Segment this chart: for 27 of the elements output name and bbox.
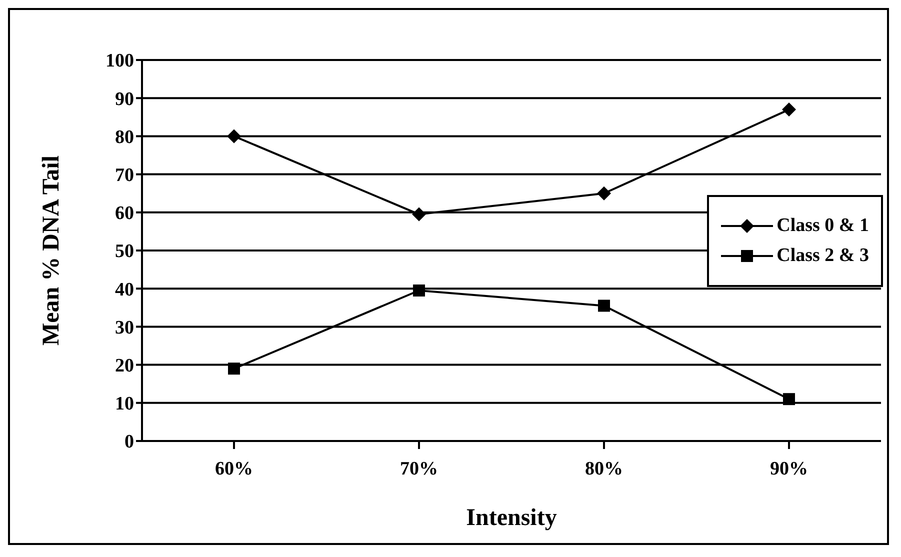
y-tick-label: 50	[115, 241, 134, 262]
point	[783, 393, 795, 406]
legend-label: Class 0 & 1	[776, 215, 869, 237]
y-tick-label: 30	[115, 317, 134, 338]
x-tick-label: 90%	[770, 458, 808, 480]
point	[598, 300, 610, 312]
legend-label: Class 2 & 3	[776, 245, 869, 267]
y-tick-label: 100	[106, 50, 134, 72]
x-tick-label: 70%	[400, 458, 438, 480]
x-axis-title: Intensity	[466, 505, 557, 531]
point	[228, 362, 240, 375]
point	[413, 284, 425, 297]
y-tick-label: 10	[115, 394, 134, 415]
point	[227, 129, 241, 144]
y-tick-label: 80	[115, 126, 134, 148]
y-tick-label: 70	[115, 165, 134, 186]
point	[412, 207, 426, 222]
y-tick-label: 0	[124, 432, 134, 453]
point	[782, 102, 796, 117]
y-axis-title: Mean % DNA Tail	[38, 155, 65, 346]
y-tick-label: 60	[115, 203, 134, 224]
point	[597, 186, 611, 200]
y-tick-label: 40	[115, 279, 134, 300]
x-tick-label: 80%	[585, 458, 623, 480]
y-tick-label: 20	[115, 356, 134, 377]
y-tick-label: 90	[115, 88, 134, 110]
x-tick-label: 60%	[215, 458, 253, 480]
